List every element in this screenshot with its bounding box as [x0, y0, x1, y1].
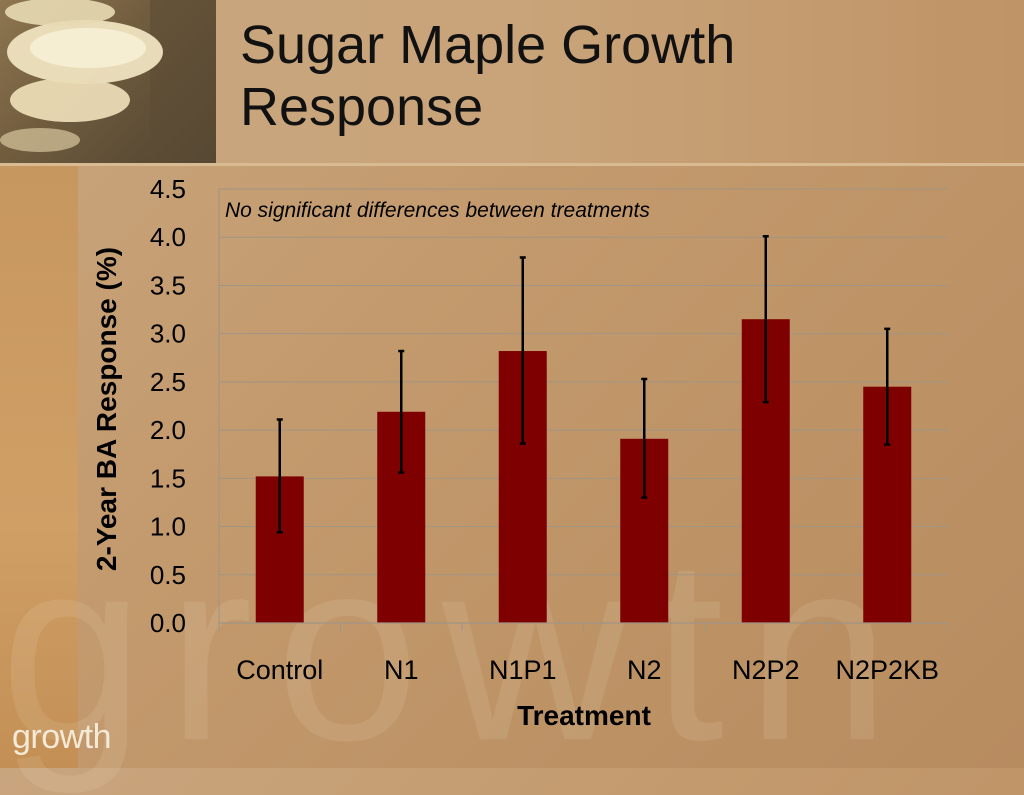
growth-logo: growth: [12, 718, 112, 756]
y-tick-label: 2.0: [150, 415, 186, 445]
y-tick-label: 4.0: [150, 222, 186, 252]
x-category-label: N2P2KB: [835, 655, 939, 685]
bar-chart: 0.0 0.5 1.0 1.5 2.0 2.5 3.0 3.5 4.0 4.5 Control N1 N…: [91, 174, 949, 731]
x-category-label: N2: [627, 655, 662, 685]
y-tick-label: 4.5: [150, 174, 186, 204]
slide-title: Sugar Maple Growth Response: [240, 14, 1000, 138]
header-divider: [0, 163, 1024, 166]
x-category-label: Control: [236, 655, 323, 685]
y-tick-label: 1.0: [150, 512, 186, 542]
y-tick-label: 2.5: [150, 367, 186, 397]
slide-title-line-1: Sugar Maple Growth: [240, 15, 736, 75]
chart-annotation: No significant differences between treat…: [225, 199, 650, 222]
left-decorative-strip: [0, 166, 78, 768]
x-axis-title: Treatment: [517, 700, 651, 731]
y-tick-label: 3.5: [150, 270, 186, 300]
x-category-label: N1: [384, 655, 419, 685]
slide-title-line-2: Response: [240, 77, 484, 137]
y-tick-label: 1.5: [150, 463, 186, 493]
y-tick-label: 0.5: [150, 560, 186, 590]
y-tick-label: 3.0: [150, 319, 186, 349]
x-category-label: N2P2: [732, 655, 800, 685]
mushroom-photo: [0, 0, 216, 165]
y-tick-label: 0.0: [150, 608, 186, 638]
x-category-label: N1P1: [489, 655, 557, 685]
y-axis-title: 2-Year BA Response (%): [91, 247, 122, 571]
